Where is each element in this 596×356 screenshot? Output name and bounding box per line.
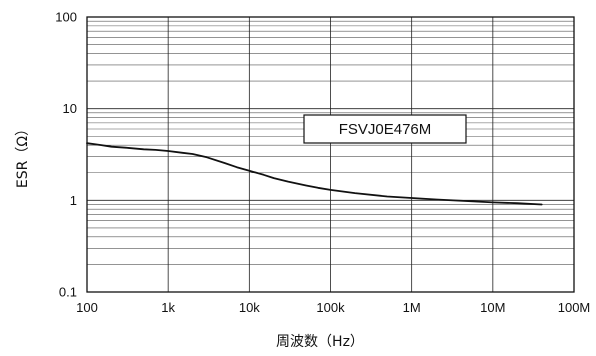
x-tick-label: 100M — [558, 300, 591, 315]
y-tick-label: 100 — [55, 10, 77, 25]
y-axis-title: ESR（Ω） — [15, 122, 31, 188]
series-layer — [86, 142, 543, 206]
legend-label: FSVJ0E476M — [339, 121, 432, 138]
x-tick-label: 10M — [480, 300, 505, 315]
legend: FSVJ0E476M — [303, 114, 467, 144]
x-tick-label: 100k — [316, 300, 345, 315]
x-tick-label: 10k — [239, 300, 260, 315]
x-tick-label: 1k — [161, 300, 175, 315]
plot-frame — [86, 16, 575, 293]
series-line-0 — [86, 142, 543, 206]
y-tick-labels: 0.1 1 10 100 — [55, 10, 77, 300]
major-gridlines — [86, 17, 575, 293]
legend-box — [303, 114, 467, 144]
x-tick-label: 100 — [76, 300, 98, 315]
x-tick-label: 1M — [403, 300, 421, 315]
y-tick-label: 0.1 — [59, 285, 77, 300]
y-tick-label: 10 — [63, 101, 77, 116]
x-axis-title: 周波数（Hz） — [276, 334, 364, 350]
y-tick-label: 1 — [70, 193, 77, 208]
x-tick-labels: 100 1k 10k 100k 1M 10M 100M — [76, 300, 590, 315]
